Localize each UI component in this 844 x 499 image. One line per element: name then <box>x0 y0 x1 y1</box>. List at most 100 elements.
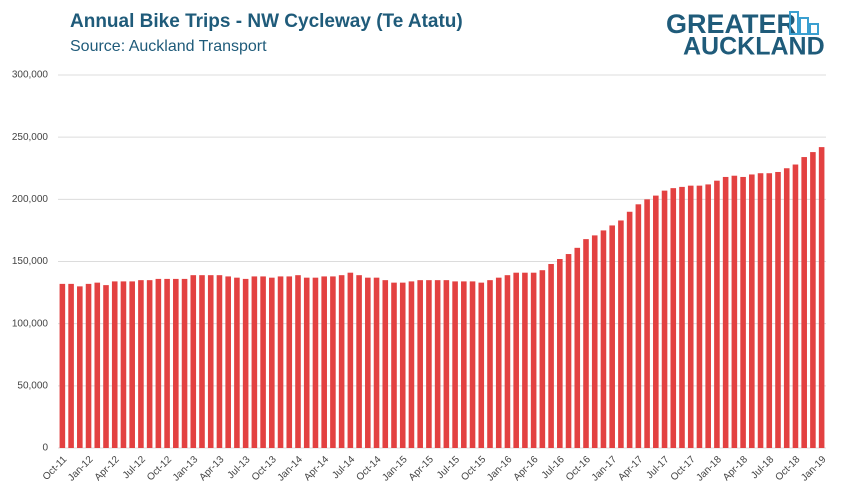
bar <box>321 276 327 448</box>
logo-icon <box>809 23 819 35</box>
bar <box>696 185 703 448</box>
bar <box>426 280 432 448</box>
x-tick-label: Apr-15 <box>407 454 436 483</box>
y-tick-label: 100,000 <box>12 318 49 329</box>
bar <box>330 276 336 448</box>
bar <box>731 175 738 448</box>
bar <box>661 190 668 448</box>
bar <box>757 173 764 448</box>
bar <box>513 272 519 448</box>
bar <box>600 230 607 448</box>
y-tick-label: 200,000 <box>12 194 49 205</box>
x-tick-label: Apr-13 <box>197 454 226 483</box>
y-tick-label: 250,000 <box>12 132 49 143</box>
bar <box>234 277 240 448</box>
bar <box>286 276 293 448</box>
x-tick-label: Oct-11 <box>41 454 70 483</box>
bar <box>626 211 633 448</box>
bar <box>399 282 406 448</box>
bar <box>164 278 170 448</box>
bar <box>766 173 773 448</box>
bar <box>382 280 389 448</box>
bar <box>173 278 179 448</box>
bar <box>504 275 511 448</box>
bar <box>408 281 415 448</box>
bar <box>705 184 711 448</box>
bar <box>129 281 135 448</box>
bar <box>111 281 118 448</box>
bar <box>522 272 528 448</box>
bar <box>565 254 572 448</box>
bar <box>68 283 74 448</box>
x-tick-label: Apr-17 <box>616 454 645 483</box>
x-tick-label: Apr-16 <box>512 454 541 483</box>
y-tick-label: 0 <box>42 443 48 454</box>
bar <box>242 278 249 448</box>
bar <box>679 186 685 448</box>
bar <box>312 277 319 448</box>
x-tick-label: Jan-17 <box>590 454 620 484</box>
bar <box>434 280 441 448</box>
bar <box>783 168 790 448</box>
bar <box>277 276 284 448</box>
bar <box>59 283 66 448</box>
x-tick-label: Oct-17 <box>669 454 698 483</box>
bar <box>77 286 83 448</box>
bar <box>591 235 598 448</box>
logo-text: AUCKLAND <box>683 33 825 61</box>
bar <box>295 275 301 448</box>
chart-title: Annual Bike Trips - NW Cycleway (Te Atat… <box>70 11 463 32</box>
x-tick-label: Apr-18 <box>721 454 750 483</box>
bar <box>583 239 589 448</box>
x-tick-label: Jan-13 <box>171 454 201 484</box>
bar <box>618 220 624 448</box>
x-tick-label: Jul-15 <box>435 454 462 481</box>
x-tick-label: Jan-15 <box>380 454 410 484</box>
bar <box>373 277 380 448</box>
bar <box>365 277 371 448</box>
bar <box>539 270 546 448</box>
bar <box>181 278 188 448</box>
x-tick-label: Jan-18 <box>694 454 724 484</box>
bar <box>391 282 397 448</box>
bar <box>478 282 485 448</box>
bar <box>557 259 563 448</box>
bar <box>469 281 476 448</box>
y-tick-label: 150,000 <box>12 256 49 267</box>
x-tick-label: Jul-18 <box>749 454 776 481</box>
bar <box>530 272 537 448</box>
bar <box>207 275 214 448</box>
bar <box>609 225 615 448</box>
bar <box>251 276 258 448</box>
bar <box>452 281 458 448</box>
bar <box>103 285 109 448</box>
bar <box>818 147 825 448</box>
x-tick-label: Oct-12 <box>145 454 174 483</box>
bar <box>749 174 755 448</box>
x-tick-label: Oct-14 <box>355 454 384 483</box>
bar <box>687 185 694 448</box>
bar <box>347 272 354 448</box>
x-tick-label: Oct-16 <box>564 454 593 483</box>
bar <box>199 275 205 448</box>
x-tick-label: Jan-16 <box>485 454 515 484</box>
x-tick-label: Jul-12 <box>121 454 148 481</box>
x-tick-label: Jul-17 <box>644 454 671 481</box>
bar <box>85 283 92 448</box>
bar <box>461 281 467 448</box>
bar <box>138 280 144 448</box>
bar <box>670 188 677 449</box>
bar <box>338 275 345 448</box>
bar <box>740 176 746 448</box>
bar <box>722 176 729 448</box>
bar <box>574 247 581 448</box>
bar <box>487 280 493 448</box>
bar <box>644 199 650 448</box>
bar <box>792 164 799 448</box>
bar <box>303 277 310 448</box>
bar <box>653 195 659 448</box>
bar <box>443 280 450 448</box>
logo-icon <box>789 11 799 35</box>
bar <box>225 276 231 448</box>
